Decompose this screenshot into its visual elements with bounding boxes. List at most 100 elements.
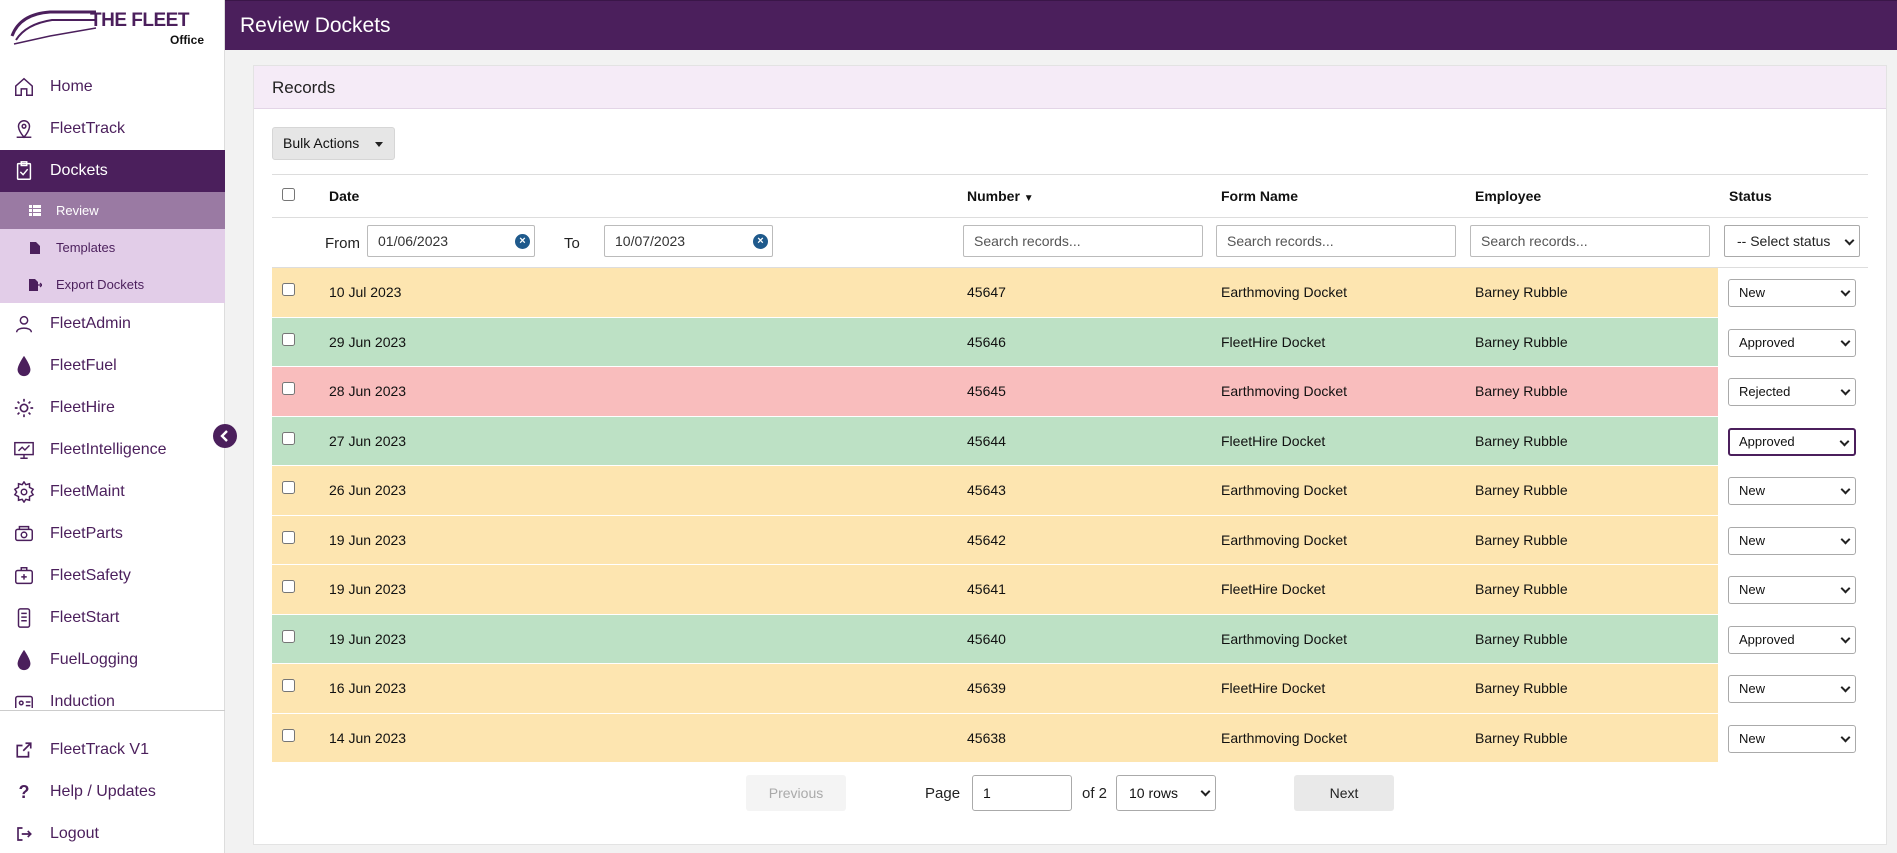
row-status-value: New [1739,681,1766,696]
row-checkbox[interactable] [282,332,295,346]
row-checkbox[interactable] [282,431,295,445]
employee-search-input[interactable]: Search records... [1470,225,1710,257]
row-date: 19 Jun 2023 [329,581,407,597]
row-status-select[interactable]: Rejected [1728,378,1856,406]
sidebar-subitem-export-dockets[interactable]: Export Dockets [0,266,225,303]
sidebar-item-home[interactable]: Home [0,66,225,108]
row-status-select[interactable]: New [1728,526,1856,555]
row-checkbox[interactable] [282,679,295,692]
question-icon: ? [18,781,30,802]
bulk-actions-button[interactable]: Bulk Actions [272,127,395,160]
number-search-input[interactable]: Search records... [963,225,1203,257]
sidebar-item-fleettrack-v1[interactable]: FleetTrack V1 [0,729,225,771]
row-status-select[interactable]: New [1728,675,1856,703]
sidebar-item-fleettrack[interactable]: FleetTrack [0,108,225,150]
page-number-input[interactable]: 1 [972,775,1072,811]
table-row[interactable]: 26 Jun 2023 45643 Earthmoving Docket Barney… [272,466,1868,516]
col-form-name[interactable]: Form Name [1221,188,1299,204]
sidebar-item-fleetmaint[interactable]: FleetMaint [0,471,225,513]
sidebar-item-fleethire[interactable]: FleetHire [0,387,225,429]
row-employee: Barney Rubble [1475,729,1568,746]
row-status-value: Approved [1739,433,1795,449]
table-row[interactable]: 14 Jun 2023 45638 Earthmoving Docket Barney… [272,713,1868,763]
sidebar-item-help[interactable]: ? Help / Updates [0,771,225,813]
table-row[interactable]: 29 Jun 2023 45646 FleetHire Docket Barney R… [272,317,1868,367]
sidebar-item-label: Help / Updates [50,783,156,800]
row-status-select[interactable]: New [1728,576,1856,604]
pagination: Previous Page 1 of 2 10 rows Next [254,775,1888,811]
sidebar-item-fuellogging[interactable]: FuelLogging [0,639,225,681]
sidebar-item-fleetfuel[interactable]: FleetFuel [0,345,225,387]
col-number[interactable]: Number ▼ [967,188,1034,204]
sidebar-item-fleetintelligence[interactable]: FleetIntelligence [0,429,225,471]
row-number: 45645 [967,383,1006,399]
col-status[interactable]: Status [1729,188,1772,204]
table-row[interactable]: 28 Jun 2023 45645 Earthmoving Docket Barney… [272,367,1868,417]
list-icon [28,205,42,216]
row-status-select[interactable]: New [1728,724,1856,753]
from-date-input[interactable]: 01/06/2023 × [367,225,535,257]
row-checkbox[interactable] [282,728,295,742]
sidebar-subitem-review[interactable]: Review [0,192,225,229]
parts-icon [12,522,36,546]
row-status-value: Approved [1739,334,1795,350]
row-status-cell: New [1718,565,1868,614]
col-employee[interactable]: Employee [1475,188,1542,204]
sidebar-item-fleetadmin[interactable]: FleetAdmin [0,303,225,345]
row-checkbox[interactable] [282,481,295,494]
row-status-select[interactable]: Approved [1728,328,1856,357]
sidebar-item-label: FuelLogging [50,651,139,668]
row-status-select[interactable]: New [1728,477,1856,505]
sidebar-item-dockets[interactable]: Dockets [0,150,225,192]
row-status-select[interactable]: Approved [1728,427,1856,456]
row-status-value: New [1739,285,1766,300]
table-row[interactable]: 16 Jun 2023 45639 FleetHire Docket Barney R… [272,664,1868,714]
droplet-icon [12,354,36,378]
form-name-search-input[interactable]: Search records... [1216,225,1456,257]
row-checkbox[interactable] [282,530,295,544]
sidebar-item-fleetparts[interactable]: FleetParts [0,513,225,555]
row-number: 45643 [967,482,1006,498]
sidebar-collapse-button[interactable] [213,424,237,448]
row-status-select[interactable]: Approved [1728,625,1856,654]
sidebar-item-label: FleetAdmin [50,315,131,332]
sidebar-subitem-templates[interactable]: Templates [0,229,225,266]
to-date-value: 10/07/2023 [615,233,686,249]
row-date: 19 Jun 2023 [329,531,407,548]
table-row[interactable]: 10 Jul 2023 45647 Earthmoving Docket Barney… [272,268,1868,318]
chevron-left-icon [220,430,228,442]
table-row[interactable]: 19 Jun 2023 45641 FleetHire Docket Barney R… [272,565,1868,615]
sidebar-item-fleetstart[interactable]: FleetStart [0,597,225,639]
to-date-input[interactable]: 10/07/2023 × [604,225,773,257]
logo-title: THE FLEET [90,10,189,31]
row-checkbox[interactable] [282,382,295,395]
row-checkbox[interactable] [282,629,295,643]
table-row[interactable]: 19 Jun 2023 45640 Earthmoving Docket Barney… [272,614,1868,664]
table-row[interactable]: 19 Jun 2023 45642 Earthmoving Docket Barney… [272,515,1868,565]
sidebar-item-induction[interactable]: Induction [0,681,225,708]
table-body: 10 Jul 2023 45647 Earthmoving Docket Barney… [272,268,1868,763]
sidebar-item-logout[interactable]: Logout [0,813,225,853]
sidebar-item-label: FleetParts [50,525,123,542]
sidebar-item-label: FleetSafety [50,567,131,584]
row-checkbox[interactable] [282,580,295,593]
row-number: 45641 [967,581,1006,597]
clear-to-date-icon[interactable]: × [753,234,768,249]
col-date[interactable]: Date [329,188,360,204]
previous-button[interactable]: Previous [746,775,846,811]
sidebar-item-fleetsafety[interactable]: FleetSafety [0,555,225,597]
clear-from-date-icon[interactable]: × [515,234,530,249]
row-checkbox[interactable] [282,283,295,296]
row-status-value: New [1739,582,1766,597]
status-filter-select[interactable]: -- Select status [1724,225,1860,257]
rows-per-page-select[interactable]: 10 rows [1116,775,1216,811]
row-status-select[interactable]: New [1728,279,1856,307]
table-row[interactable]: 27 Jun 2023 45644 FleetHire Docket Barney R… [272,416,1868,466]
next-button[interactable]: Next [1294,775,1394,811]
row-status-cell: New [1718,466,1868,515]
row-status-cell: New [1718,664,1868,713]
row-employee: Barney Rubble [1475,432,1568,449]
logo[interactable]: THE FLEET Office [0,0,224,52]
select-all-checkbox[interactable] [282,188,295,201]
chevron-down-icon [1840,682,1851,693]
